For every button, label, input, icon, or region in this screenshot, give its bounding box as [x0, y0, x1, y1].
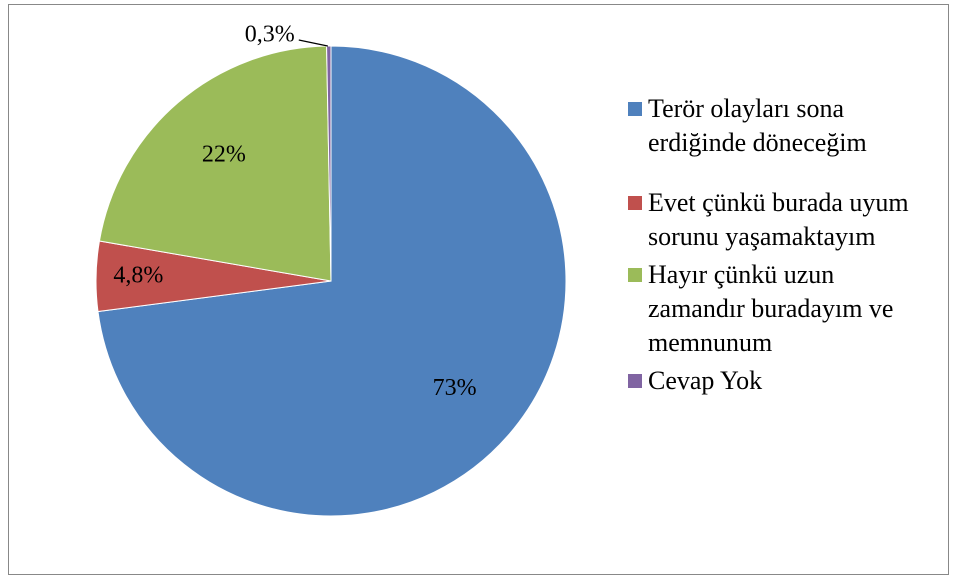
- legend-entry: Hayır çünkü uzun zamandır buradayım ve m…: [628, 258, 928, 360]
- data-label: 4,8%: [113, 263, 163, 289]
- legend-label: Hayır çünkü uzun zamandır buradayım ve m…: [648, 260, 894, 357]
- legend-label: Terör olayları sona erdiğinde döneceğim: [648, 94, 867, 157]
- legend-label: Cevap Yok: [648, 366, 763, 395]
- data-label: 73%: [433, 375, 477, 401]
- legend-entry: Terör olayları sona erdiğinde döneceğim: [628, 92, 928, 160]
- legend-label: Evet çünkü burada uyum sorunu yaşamaktay…: [648, 188, 909, 251]
- leader-line: [298, 39, 328, 47]
- legend-swatch: [628, 268, 642, 282]
- pie-slice: [98, 45, 332, 282]
- pie-slice: [97, 45, 567, 517]
- data-label: 22%: [202, 142, 246, 168]
- legend-swatch: [628, 102, 642, 116]
- legend-entry: Cevap Yok: [628, 364, 928, 398]
- legend-swatch: [628, 374, 642, 388]
- legend: Terör olayları sona erdiğinde döneceğim E…: [628, 92, 928, 424]
- chart-frame: [8, 4, 949, 575]
- data-label: 0,3%: [245, 22, 295, 48]
- legend-swatch: [628, 196, 642, 210]
- legend-entry: Evet çünkü burada uyum sorunu yaşamaktay…: [628, 186, 928, 254]
